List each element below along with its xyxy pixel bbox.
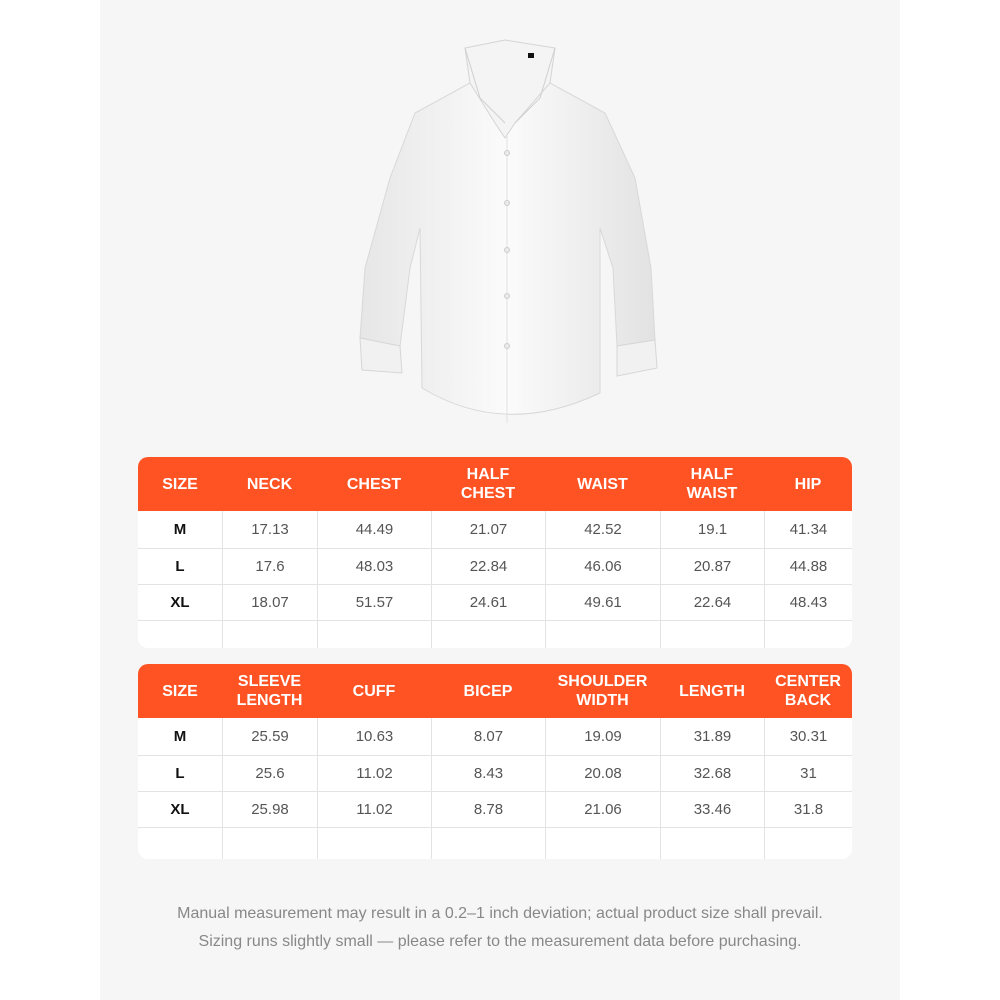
size-cell: M <box>173 728 187 745</box>
value-cell: 11.02 <box>317 792 431 827</box>
table-row: L 17.6 48.03 22.84 46.06 20.87 44.88 <box>138 548 852 584</box>
value-cell: 25.6 <box>222 756 317 791</box>
value-cell: 19.09 <box>545 718 660 755</box>
value-cell: 46.06 <box>545 549 660 584</box>
size-cell: L <box>175 558 185 575</box>
value-cell: 31.8 <box>764 792 852 827</box>
column-header: HALF WAIST <box>686 466 738 502</box>
value-cell: 48.03 <box>317 549 431 584</box>
value-cell: 31 <box>764 756 852 791</box>
value-cell: 41.34 <box>764 511 852 548</box>
value-cell: 51.57 <box>317 585 431 620</box>
column-header: HIP <box>794 475 822 493</box>
value-cell: 22.84 <box>431 549 545 584</box>
size-cell: XL <box>170 801 190 818</box>
empty-cell <box>222 621 317 648</box>
empty-row <box>138 827 852 859</box>
table-header: SIZE NECK CHEST HALF CHEST WAIST HALF WAIST HI… <box>138 457 852 511</box>
empty-cell <box>660 621 764 648</box>
empty-cell <box>764 828 852 859</box>
table-row: M 17.13 44.49 21.07 42.52 19.1 41.34 <box>138 511 852 548</box>
size-table-length-measurements: SIZE SLEEVE LENGTH CUFF BICEP SHOULDER WIDTH… <box>138 664 852 859</box>
value-cell: 30.31 <box>764 718 852 755</box>
value-cell: 10.63 <box>317 718 431 755</box>
empty-cell <box>545 828 660 859</box>
value-cell: 11.02 <box>317 756 431 791</box>
value-cell: 21.06 <box>545 792 660 827</box>
sizing-note: Sizing runs slightly small — please refe… <box>198 933 802 950</box>
column-header: SIZE <box>162 682 198 700</box>
value-cell: 8.78 <box>431 792 545 827</box>
column-header: BICEP <box>463 682 513 700</box>
empty-cell <box>138 621 222 648</box>
empty-cell <box>431 828 545 859</box>
empty-cell <box>222 828 317 859</box>
value-cell: 31.89 <box>660 718 764 755</box>
column-header: NECK <box>246 475 293 493</box>
value-cell: 33.46 <box>660 792 764 827</box>
empty-cell <box>431 621 545 648</box>
column-header: SIZE <box>162 475 198 493</box>
column-header: CHEST <box>346 475 402 493</box>
table-row: L 25.6 11.02 8.43 20.08 32.68 31 <box>138 755 852 791</box>
value-cell: 24.61 <box>431 585 545 620</box>
column-header: SLEEVE LENGTH <box>236 673 303 709</box>
size-cell: L <box>175 765 185 782</box>
value-cell: 44.49 <box>317 511 431 548</box>
value-cell: 22.64 <box>660 585 764 620</box>
empty-cell <box>764 621 852 648</box>
value-cell: 48.43 <box>764 585 852 620</box>
column-header: CUFF <box>352 682 396 700</box>
value-cell: 20.87 <box>660 549 764 584</box>
column-header: CENTER BACK <box>775 673 841 709</box>
value-cell: 8.07 <box>431 718 545 755</box>
size-table-body-measurements: SIZE NECK CHEST HALF CHEST WAIST HALF WAIST HI… <box>138 457 852 648</box>
measurement-note: Manual measurement may result in a 0.2–1… <box>177 905 823 922</box>
value-cell: 32.68 <box>660 756 764 791</box>
empty-cell <box>660 828 764 859</box>
value-cell: 42.52 <box>545 511 660 548</box>
table-row: XL 25.98 11.02 8.78 21.06 33.46 31.8 <box>138 791 852 827</box>
value-cell: 17.6 <box>222 549 317 584</box>
column-header: WAIST <box>577 475 628 493</box>
value-cell: 25.59 <box>222 718 317 755</box>
column-header: LENGTH <box>679 682 745 700</box>
white-shirt-image <box>359 39 658 423</box>
empty-cell <box>545 621 660 648</box>
column-header: SHOULDER WIDTH <box>557 673 648 709</box>
table-header: SIZE SLEEVE LENGTH CUFF BICEP SHOULDER WIDTH… <box>138 664 852 718</box>
column-header: HALF CHEST <box>460 466 516 502</box>
empty-cell <box>317 828 431 859</box>
value-cell: 49.61 <box>545 585 660 620</box>
empty-row <box>138 620 852 648</box>
value-cell: 8.43 <box>431 756 545 791</box>
value-cell: 20.08 <box>545 756 660 791</box>
size-cell: M <box>173 521 187 538</box>
empty-cell <box>138 828 222 859</box>
value-cell: 21.07 <box>431 511 545 548</box>
value-cell: 19.1 <box>660 511 764 548</box>
table-row: M 25.59 10.63 8.07 19.09 31.89 30.31 <box>138 718 852 755</box>
value-cell: 18.07 <box>222 585 317 620</box>
table-row: XL 18.07 51.57 24.61 49.61 22.64 48.43 <box>138 584 852 620</box>
value-cell: 17.13 <box>222 511 317 548</box>
value-cell: 44.88 <box>764 549 852 584</box>
empty-cell <box>317 621 431 648</box>
value-cell: 25.98 <box>222 792 317 827</box>
size-cell: XL <box>170 594 190 611</box>
